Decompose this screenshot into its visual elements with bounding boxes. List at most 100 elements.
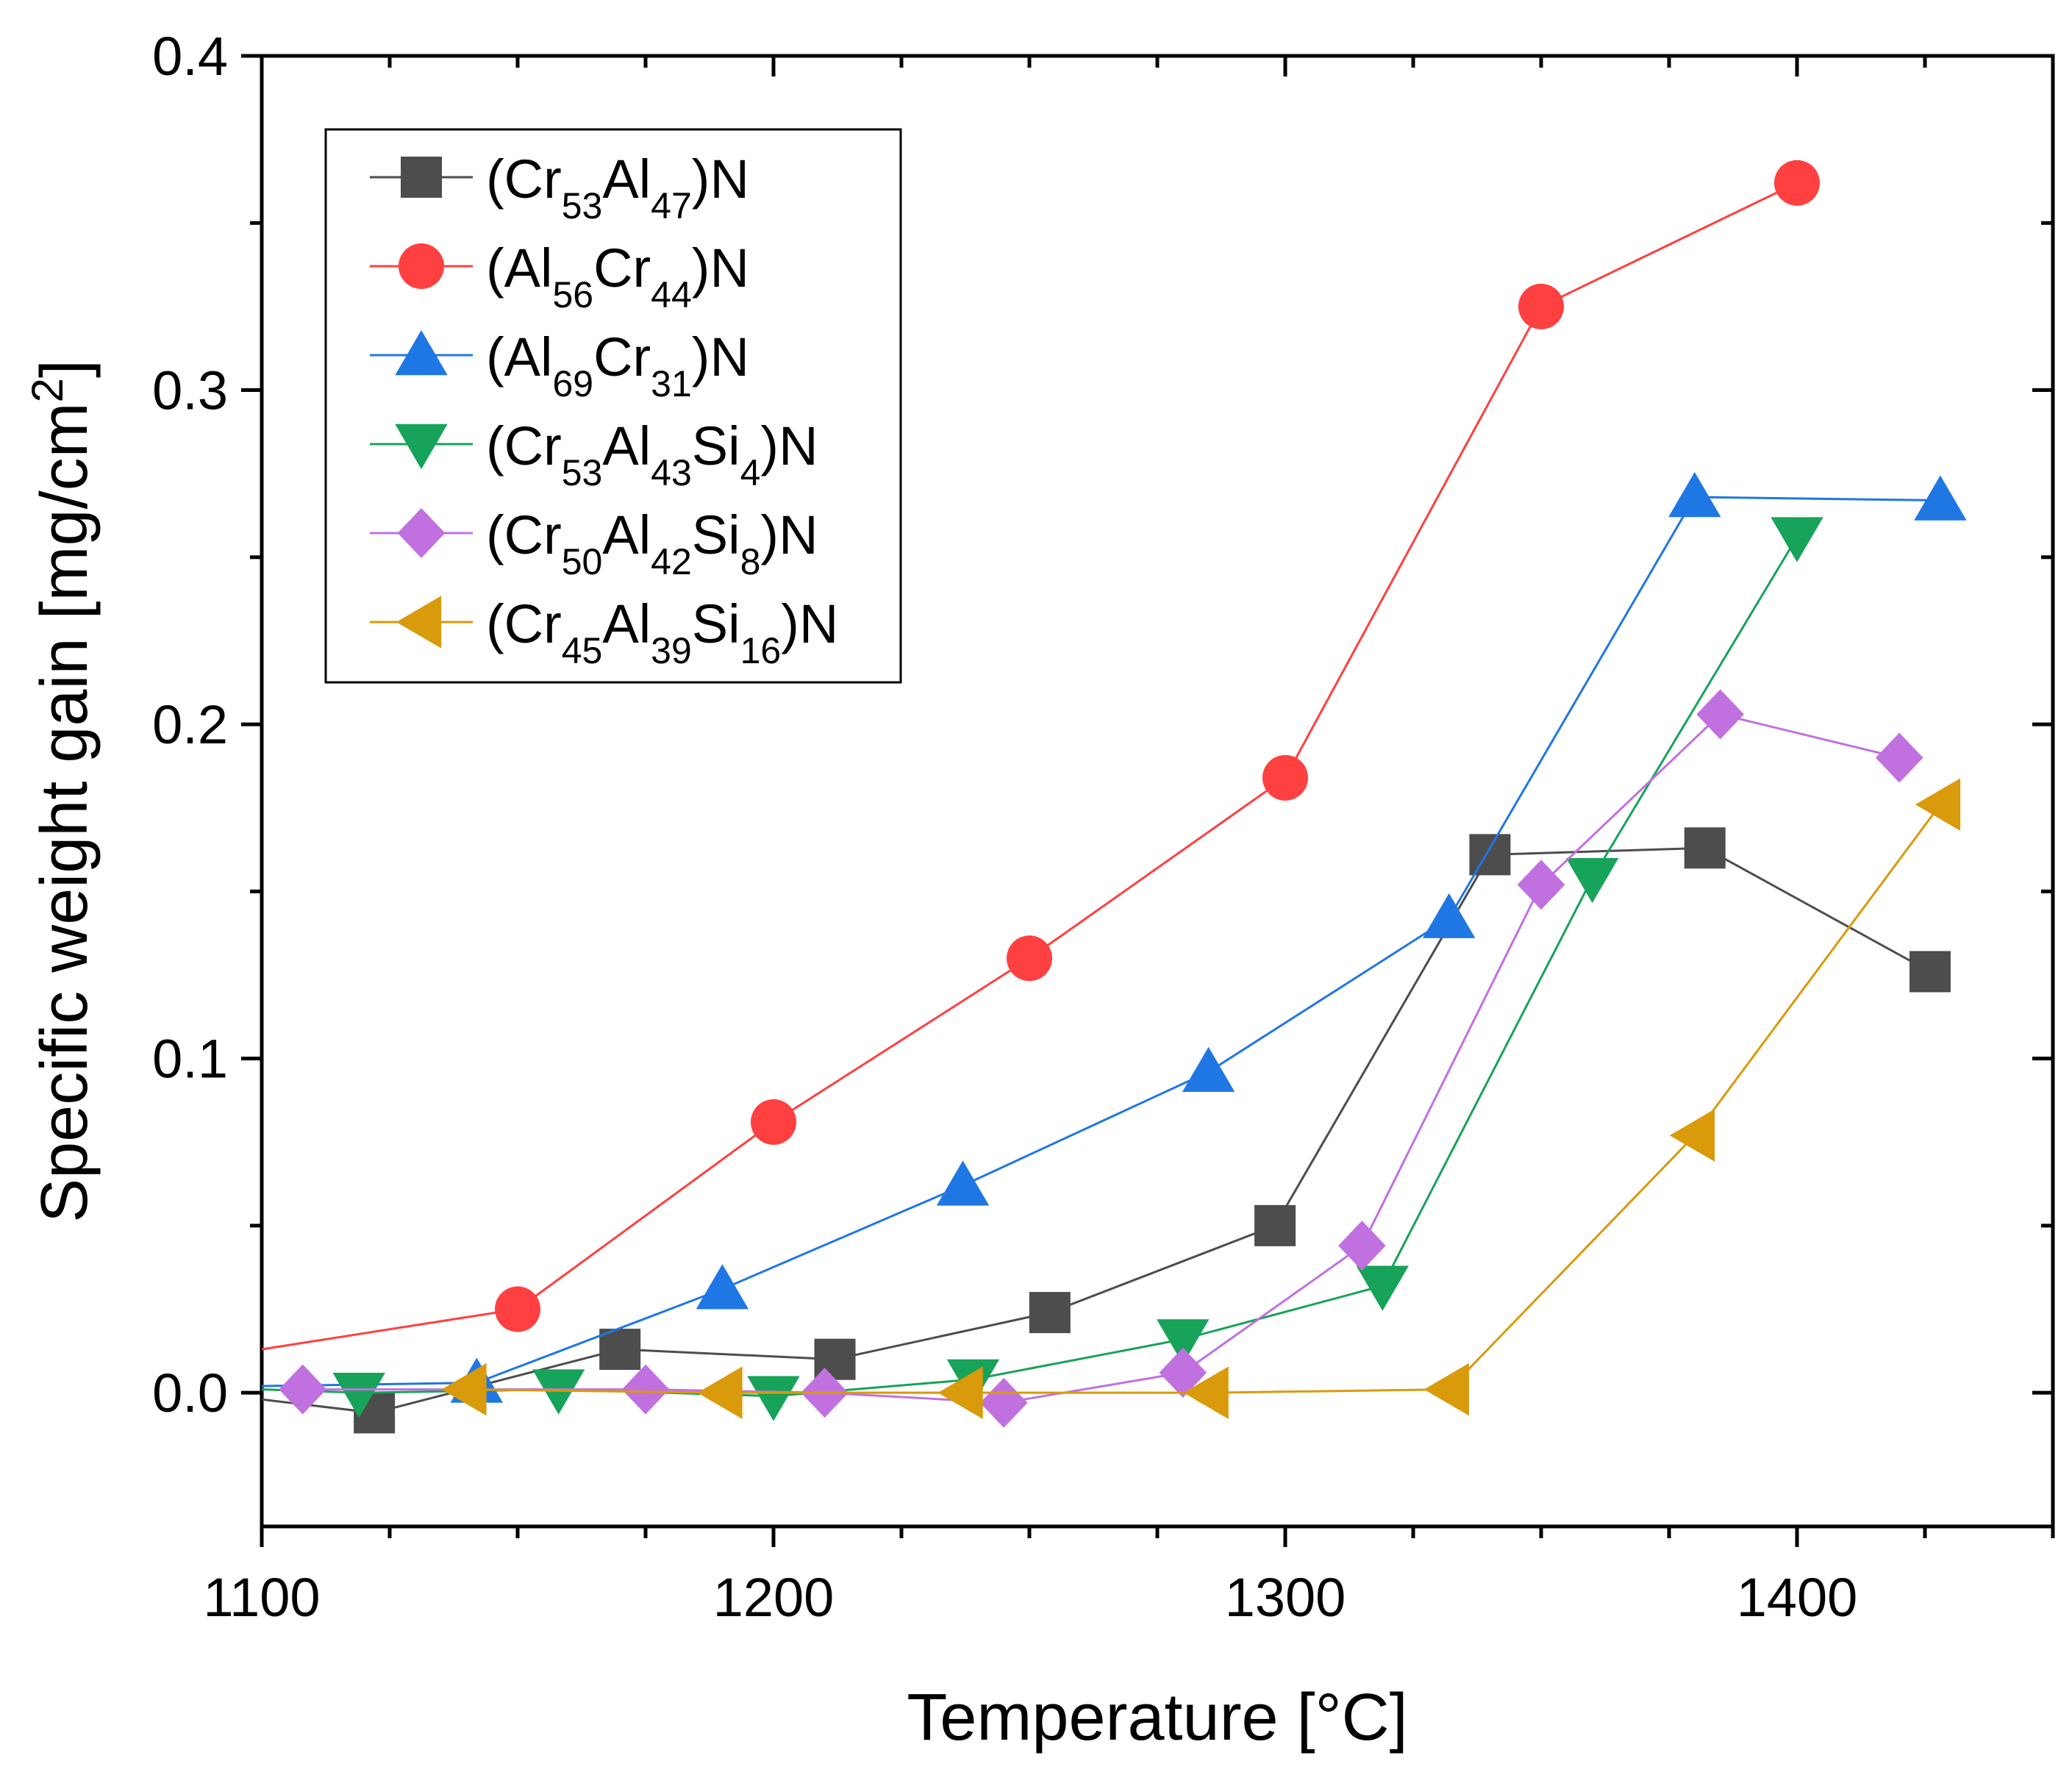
data-point xyxy=(1423,893,1476,938)
data-point xyxy=(1684,827,1726,869)
legend-label-text: Si xyxy=(692,504,740,565)
legend-label: (Cr45Al39Si16)N xyxy=(486,593,838,671)
data-point xyxy=(1262,754,1308,801)
legend-label-text: Al xyxy=(602,593,651,654)
legend-label-sub: 45 xyxy=(562,630,603,671)
legend-label-text: (Cr xyxy=(486,415,562,476)
data-point xyxy=(1668,472,1721,518)
legend-marker xyxy=(395,424,448,469)
legend-label-text: (Cr xyxy=(486,504,562,565)
legend-label-text: )N xyxy=(692,237,749,299)
data-point xyxy=(1565,857,1619,904)
data-point xyxy=(1007,935,1052,982)
series-0 xyxy=(261,827,1951,1434)
legend-label-text: (Al xyxy=(486,326,552,387)
data-point xyxy=(532,1369,585,1415)
legend-label-sub: 53 xyxy=(562,452,603,493)
data-point xyxy=(1469,834,1511,876)
y-axis-title-base: Specific weight gain [mg/cm xyxy=(28,402,101,1222)
legend-label: (Al56Cr44)N xyxy=(486,237,749,315)
data-point xyxy=(1696,689,1744,740)
legend-label: (Cr53Al47)N xyxy=(486,149,749,226)
legend-label-text: Si xyxy=(692,593,740,654)
data-point xyxy=(751,1099,796,1145)
legend-label-text: Si xyxy=(692,415,740,476)
data-point xyxy=(1338,1221,1386,1271)
y-tick-label: 0.2 xyxy=(152,694,228,755)
legend-label-text: (Al xyxy=(486,237,552,299)
legend-label-sub: 42 xyxy=(651,541,692,582)
legend-marker xyxy=(396,596,442,649)
series-1 xyxy=(261,160,1820,1351)
data-point xyxy=(279,1364,326,1415)
data-point xyxy=(1914,475,1967,521)
legend-item: (Al69Cr31)N xyxy=(370,326,749,404)
y-axis-title-end: ] xyxy=(28,360,101,378)
legend-label-sub: 53 xyxy=(562,185,603,226)
data-point xyxy=(1029,1292,1071,1334)
y-tick-label: 0.1 xyxy=(152,1029,228,1090)
data-point xyxy=(1518,283,1564,329)
legend-label-text: )N xyxy=(692,149,749,210)
data-point xyxy=(441,1362,487,1416)
data-point xyxy=(696,1264,749,1310)
legend-marker xyxy=(395,330,448,376)
y-axis-title-sup: 2 xyxy=(23,378,72,402)
legend-label-sub: 43 xyxy=(651,452,692,493)
data-point xyxy=(1157,1319,1210,1365)
legend-item: (Cr50Al42Si8)N xyxy=(370,504,818,582)
y-tick-label: 0.4 xyxy=(152,26,228,87)
data-point xyxy=(621,1364,670,1415)
axes-group: 1100 1200 1300 1400 0.0 0.1 0.2 0.3 0.4 Temperatu… xyxy=(23,26,2055,1754)
series-5 xyxy=(441,778,1961,1419)
data-point xyxy=(747,1376,800,1421)
legend-label-sub: 39 xyxy=(651,630,692,671)
data-point xyxy=(1875,732,1923,783)
legend-marker xyxy=(399,243,444,289)
legend-label-text: )N xyxy=(692,326,749,387)
data-point xyxy=(1423,1362,1469,1416)
legend-label-sub: 50 xyxy=(562,541,603,582)
x-tick-label: 1300 xyxy=(1225,1567,1346,1628)
legend-marker xyxy=(397,508,446,558)
legend-item: (Cr53Al43Si4)N xyxy=(370,415,818,493)
legend-label-text: Al xyxy=(602,149,651,210)
legend-label-text: Cr xyxy=(593,237,651,299)
legend-label-text: )N xyxy=(760,504,818,565)
legend-label: (Cr50Al42Si8)N xyxy=(486,504,818,582)
legend-label-text: Al xyxy=(602,415,651,476)
series-4 xyxy=(279,689,1923,1428)
legend-label: (Cr53Al43Si4)N xyxy=(486,415,818,493)
legend-label: (Al69Cr31)N xyxy=(486,326,749,404)
data-point xyxy=(979,1377,1028,1428)
legend-item: (Al56Cr44)N xyxy=(370,237,749,315)
legend-item: (Cr45Al39Si16)N xyxy=(370,593,838,671)
data-point xyxy=(937,1366,983,1419)
legend-label-text: Cr xyxy=(593,326,651,387)
x-tick-label: 1200 xyxy=(713,1567,835,1628)
data-point xyxy=(1517,860,1565,910)
legend-item: (Cr53Al47)N xyxy=(370,149,749,226)
y-tick-label: 0.3 xyxy=(152,360,228,421)
series-line xyxy=(302,712,1900,1404)
series-line xyxy=(261,496,1940,1387)
data-point xyxy=(495,1286,540,1332)
data-point xyxy=(1254,1204,1296,1246)
y-tick-label: 0.0 xyxy=(152,1362,228,1424)
legend-label-text: (Cr xyxy=(486,149,562,210)
legend-box xyxy=(324,128,902,684)
series-group xyxy=(261,160,1967,1434)
data-point xyxy=(599,1329,641,1371)
legend-label-sub: 31 xyxy=(651,363,692,404)
data-point xyxy=(1669,1109,1715,1162)
x-tick-label: 1100 xyxy=(203,1567,320,1628)
legend-label-sub: 4 xyxy=(740,452,761,493)
legend-label-sub: 16 xyxy=(740,630,782,671)
data-point xyxy=(1356,1265,1409,1311)
legend-label-sub: 56 xyxy=(552,274,593,315)
x-tick-label: 1400 xyxy=(1737,1567,1858,1628)
data-point xyxy=(1915,778,1961,831)
legend-label-text: )N xyxy=(781,593,838,654)
